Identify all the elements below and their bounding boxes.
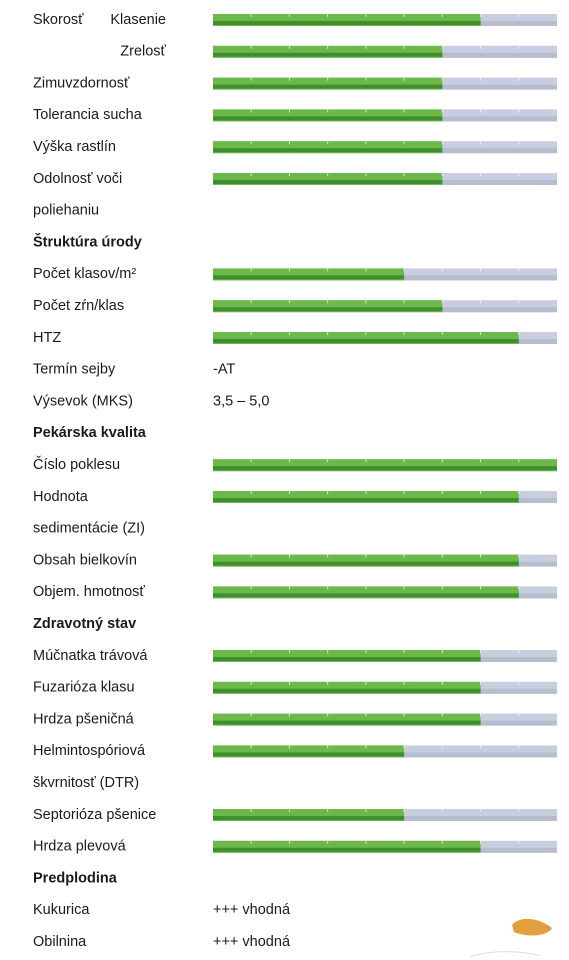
row-value: 3,5 – 5,0 [213,393,269,409]
row-label: Kukurica [33,902,90,918]
bar-fill-shade [213,21,481,25]
bar-fill-shade [213,816,404,820]
rating-bar [213,682,557,694]
bar-fill-shade [213,657,481,661]
row-label: Septorióza pšenice [33,807,156,823]
rating-bar [213,78,557,90]
bar-fill-shade [213,562,519,566]
row-label: Klasenie [110,12,166,28]
decoration [470,919,552,957]
rating-bar [213,841,557,853]
row-label: Číslo poklesu [33,456,120,473]
bar-fill-shade [213,53,442,57]
rating-bar [213,300,557,312]
row-label: HTZ [33,330,61,346]
bar-fill-shade [213,116,442,120]
row-label: Hodnota [33,489,89,505]
rating-bar [213,459,557,471]
row-label: sedimentácie (ZI) [33,521,145,537]
rating-bar [213,650,557,662]
row-label: Počet klasov/m² [33,266,136,282]
row-label: Hrdza plevová [33,839,127,855]
section-heading: Štruktúra úrody [33,232,142,250]
section-heading: Pekárska kvalita [33,425,147,441]
bar-fill-shade [213,721,481,725]
rating-sheet: Skorosť Klasenie Zrelosť Zimuvzdornosť Toler… [0,0,569,960]
row-value: +++ vhodná [213,934,291,950]
bar-fill-shade [213,848,481,852]
rating-bar [213,809,557,821]
rating-bar [213,332,557,344]
bar-fill-shade [213,148,442,152]
row-label: škvrnitosť (DTR) [33,775,139,791]
bar-fill-shade [213,275,404,279]
rating-bar [213,555,557,567]
bar-fill-shade [213,307,442,311]
row-label: Termín sejby [33,362,116,378]
rating-bar [213,141,557,153]
row-label: Obilnina [33,934,87,950]
bar-fill-shade [213,593,519,597]
row-value: -AT [213,362,235,378]
orange-blob [512,919,552,936]
row-label: poliehaniu [33,203,99,219]
row-label: Výška rastlín [33,139,116,155]
page: {"max_score": 9, "rows": [ {"group": "Sk… [0,0,569,960]
rating-bar [213,14,557,26]
row-label: Výsevok (MKS) [33,393,133,409]
rating-bar [213,173,557,185]
rating-bar [213,46,557,58]
row-label: Hrdza pšeničná [33,711,135,727]
row-label: Múčnatka trávová [33,648,148,664]
bar-fill-shade [213,752,404,756]
bar-fill-shade [213,689,481,693]
rating-bar [213,745,557,757]
decor-line [470,952,540,957]
rating-bar [213,586,557,598]
row-label: Tolerancia sucha [33,107,143,123]
bar-fill-shade [213,180,442,184]
rating-bar [213,109,557,121]
row-label: Zrelosť [120,44,166,60]
group-label: Skorosť [33,12,84,28]
row-label: Fuzarióza klasu [33,680,135,696]
row-label: Objem. hmotnosť [33,584,145,600]
row-value: +++ vhodná [213,902,291,918]
row-label: Počet zŕn/klas [33,298,124,314]
bar-fill-shade [213,339,519,343]
row-label: Obsah bielkovín [33,552,137,568]
row-label: Odolnosť voči [33,171,122,187]
section-heading: Zdravotný stav [33,616,136,632]
row-label: Zimuvzdornosť [33,75,130,91]
section-heading: Predplodina [33,870,118,886]
rating-bar [213,268,557,280]
rating-bar [213,714,557,726]
bar-fill-shade [213,85,442,89]
rating-bar [213,491,557,503]
row-label: Helmintospóriová [33,743,146,759]
bar-fill-shade [213,498,519,502]
bar-fill-shade [213,466,557,470]
